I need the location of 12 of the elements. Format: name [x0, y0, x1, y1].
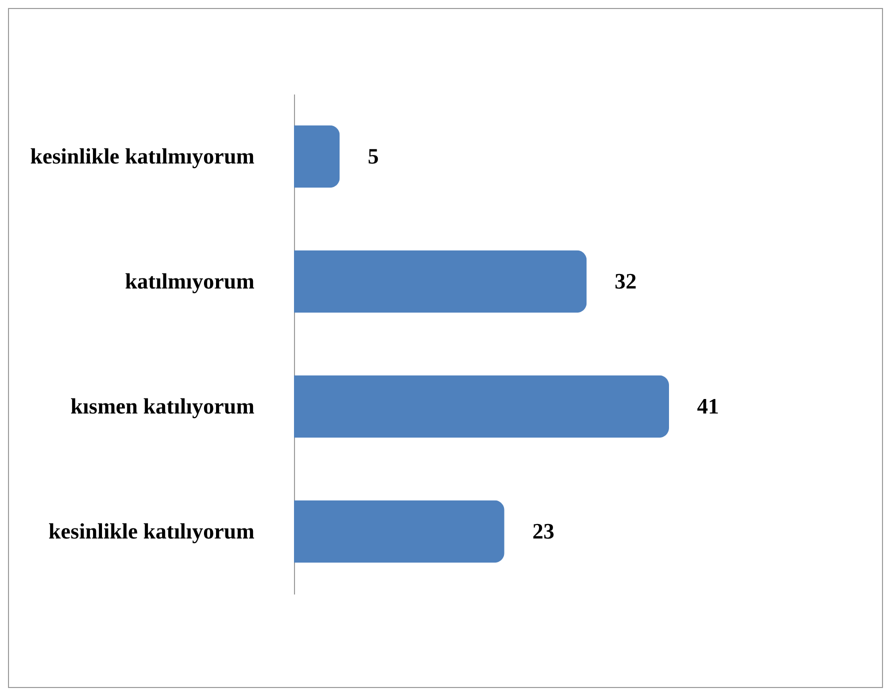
bar [294, 375, 669, 438]
y-tick-label: kesinlikle katılmıyorum [30, 144, 254, 168]
data-label: 5 [368, 144, 379, 168]
bar [294, 250, 587, 313]
data-label: 41 [697, 394, 719, 418]
y-tick-label: kısmen katılıyorum [70, 394, 254, 418]
y-tick-label: katılmıyorum [124, 268, 254, 294]
data-label: 23 [532, 518, 554, 544]
y-tick-label: kesinlikle katılıyorum [48, 518, 254, 544]
data-label: 32 [614, 268, 637, 294]
bar [294, 500, 504, 563]
bar [294, 125, 340, 188]
